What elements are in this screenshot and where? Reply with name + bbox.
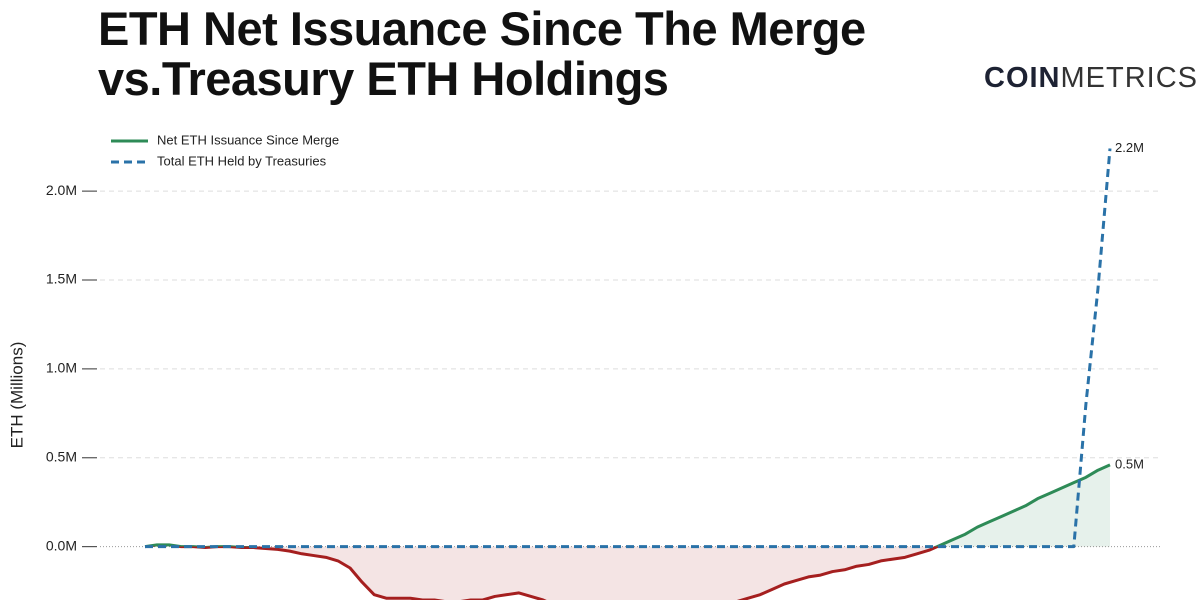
line bbox=[145, 148, 1112, 549]
line bbox=[144, 463, 1111, 600]
y-axis-label: ETH (Millions) bbox=[7, 342, 26, 449]
end-label: 2.2M bbox=[1115, 140, 1144, 155]
y-tick-label: 2.0M bbox=[46, 182, 77, 198]
legend-label: Total ETH Held by Treasuries bbox=[157, 153, 327, 168]
area bbox=[145, 464, 1110, 600]
chart-title: ETH Net Issuance Since The Merge vs.Trea… bbox=[98, 4, 866, 104]
title-line: vs.Treasury ETH Holdings bbox=[98, 52, 669, 105]
logo-part: METRICS bbox=[1060, 62, 1198, 94]
y-tick-label: 1.5M bbox=[46, 271, 77, 287]
y-tick-label: 0.5M bbox=[46, 448, 77, 464]
logo: COINMETRICS bbox=[984, 62, 1198, 95]
legend-label: Net ETH Issuance Since Merge bbox=[157, 132, 339, 147]
end-label: 0.5M bbox=[1115, 456, 1144, 471]
y-tick-label: 1.0M bbox=[46, 360, 77, 376]
logo-part: COIN bbox=[984, 62, 1061, 94]
title-line: ETH Net Issuance Since The Merge bbox=[98, 2, 866, 55]
y-tick-label: 0.0M bbox=[46, 537, 77, 553]
